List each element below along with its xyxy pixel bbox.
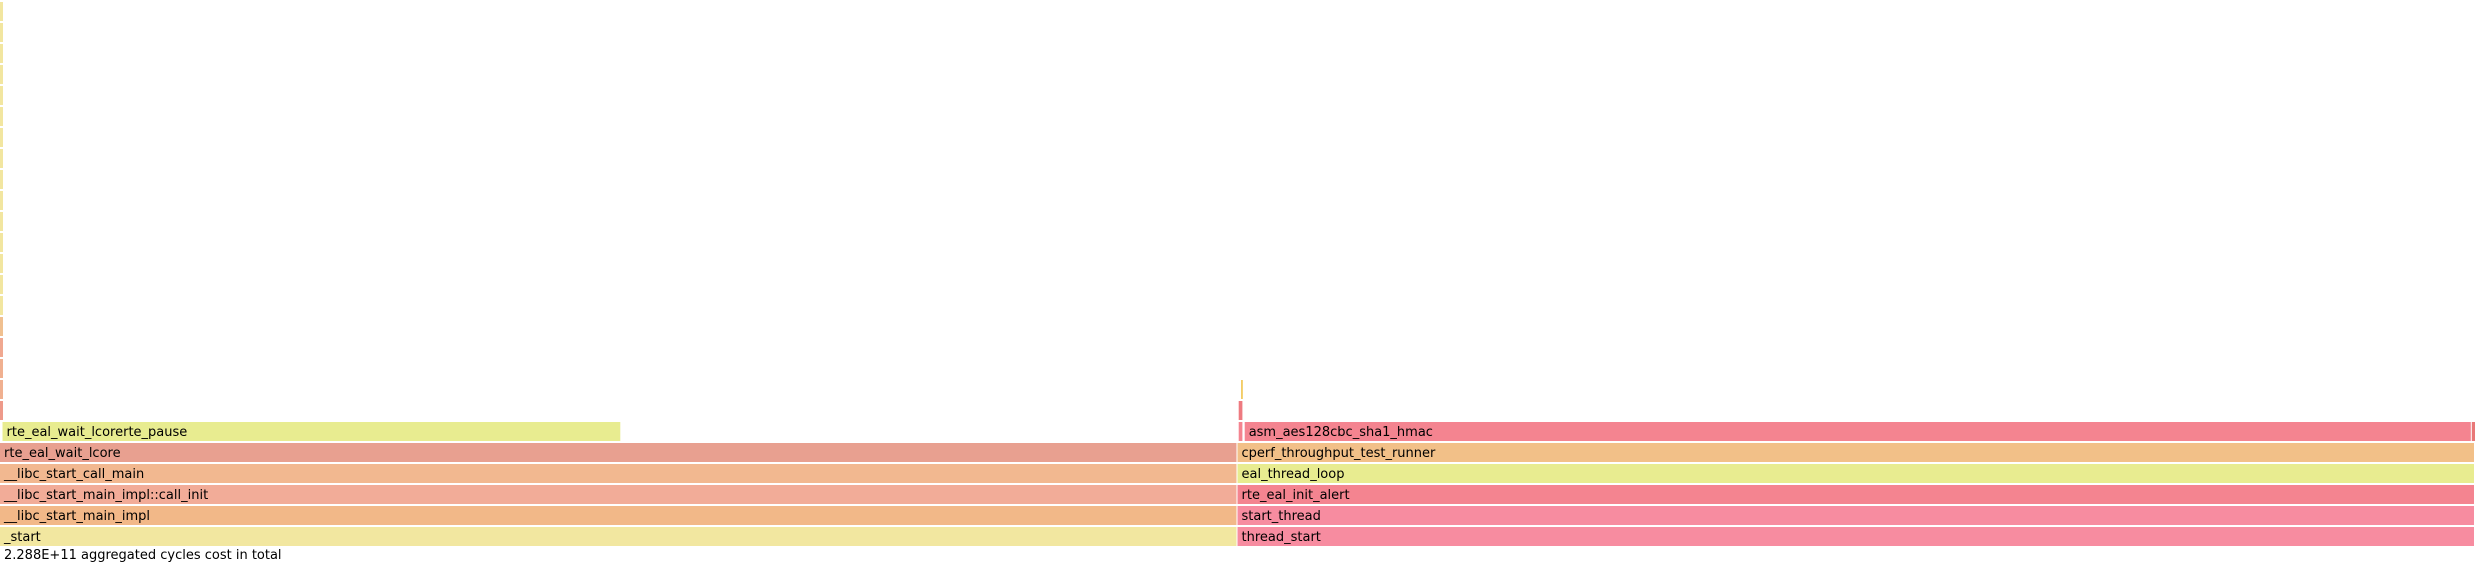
flame-frame-rect[interactable]	[0, 191, 3, 210]
flame-frame-rect[interactable]	[0, 65, 3, 84]
flame-frame-rect[interactable]	[0, 317, 3, 336]
flame-frame-rect[interactable]	[0, 275, 3, 294]
flame-frame[interactable]	[0, 296, 3, 315]
flame-frame-rect[interactable]	[0, 149, 3, 168]
flame-frame-rect[interactable]	[0, 128, 3, 147]
flame-frame-rect[interactable]	[0, 527, 1237, 546]
flame-frame-rect[interactable]	[0, 296, 3, 315]
flame-frame[interactable]	[0, 359, 3, 378]
flame-frame-rect[interactable]	[1237, 443, 2475, 462]
flame-frame[interactable]	[0, 107, 3, 126]
flame-frame-rect[interactable]	[2, 422, 621, 441]
flame-frame-label: cperf_throughput_test_runner	[1242, 446, 1437, 461]
flame-frame-rect[interactable]	[1238, 422, 1243, 441]
flame-frame-rect[interactable]	[1241, 380, 1243, 399]
flame-frame-rect[interactable]	[0, 254, 3, 273]
flame-frame-rect[interactable]	[0, 44, 3, 63]
flame-frame-rect[interactable]	[0, 86, 3, 105]
flame-frame-label: __libc_start_call_main	[3, 467, 144, 482]
flame-frame-label: rte_eal_wait_lcore	[4, 446, 121, 461]
flame-frame-rect[interactable]	[0, 380, 3, 399]
flame-frame[interactable]	[0, 149, 3, 168]
flame-frame[interactable]	[0, 233, 3, 252]
flame-frame[interactable]: rte_eal_wait_lcore	[0, 443, 1237, 462]
flame-frame-label: asm_aes128cbc_sha1_hmac	[1249, 425, 1433, 440]
flame-frame[interactable]	[0, 23, 3, 42]
flame-frame-rect[interactable]	[0, 506, 1237, 525]
flame-frame[interactable]	[1238, 401, 1243, 420]
flame-frame[interactable]: eal_thread_loop	[1237, 464, 2475, 483]
flame-frame[interactable]: start_thread	[1237, 506, 2475, 525]
flame-frame-label: eal_thread_loop	[1242, 467, 1345, 482]
flame-frame[interactable]	[2471, 422, 2475, 441]
flame-frame-rect[interactable]	[0, 338, 3, 357]
flame-frame-rect[interactable]	[0, 2, 3, 21]
flame-frame[interactable]: _start	[0, 527, 1237, 546]
flame-frame[interactable]	[0, 44, 3, 63]
flame-frame-rect[interactable]	[2471, 422, 2475, 441]
flame-frame[interactable]	[0, 401, 3, 420]
flame-frame[interactable]: rte_eal_init_alert	[1237, 485, 2475, 504]
flame-frame-rect[interactable]	[1238, 401, 1243, 420]
flame-frame[interactable]: asm_aes128cbc_sha1_hmac	[1244, 422, 2471, 441]
flame-frame-rect[interactable]	[1237, 506, 2475, 525]
flame-frame[interactable]	[0, 191, 3, 210]
total-cost-label: 2.288E+11 aggregated cycles cost in tota…	[4, 548, 282, 563]
flame-frame[interactable]	[0, 65, 3, 84]
flame-frame[interactable]	[0, 380, 3, 399]
flame-frame[interactable]	[0, 2, 3, 21]
flame-frame[interactable]: __libc_start_call_main	[0, 464, 1237, 483]
flame-frame[interactable]	[0, 338, 3, 357]
flame-frame[interactable]	[0, 275, 3, 294]
flame-frame-rect[interactable]	[0, 485, 1237, 504]
flame-frame[interactable]	[1241, 380, 1243, 399]
flame-frame-rect[interactable]	[0, 107, 3, 126]
flame-frame-rect[interactable]	[1237, 485, 2475, 504]
flame-frame[interactable]	[0, 317, 3, 336]
flame-frame[interactable]	[0, 128, 3, 147]
flame-frame-rect[interactable]	[0, 464, 1237, 483]
flame-frame[interactable]	[0, 170, 3, 189]
flame-frame-label: __libc_start_main_impl	[3, 509, 150, 524]
flame-frame[interactable]	[0, 86, 3, 105]
flame-frame[interactable]: rte_eal_wait_lcorerte_pause	[2, 422, 621, 441]
flame-frame[interactable]: __libc_start_main_impl	[0, 506, 1237, 525]
flame-frame-rect[interactable]	[1237, 527, 2475, 546]
flame-frame-rect[interactable]	[0, 401, 3, 420]
flame-frame-rect[interactable]	[0, 233, 3, 252]
flame-frame-label: rte_eal_init_alert	[1242, 488, 1350, 503]
flame-frame-rect[interactable]	[0, 170, 3, 189]
flame-frame-rect[interactable]	[0, 359, 3, 378]
flame-frame-label: __libc_start_main_impl::call_init	[3, 488, 208, 503]
flame-frame[interactable]: __libc_start_main_impl::call_init	[0, 485, 1237, 504]
flame-frame-rect[interactable]	[0, 23, 3, 42]
flame-frame-rect[interactable]	[0, 212, 3, 231]
flame-frame-rect[interactable]	[1237, 464, 2475, 483]
flame-frame-label: rte_eal_wait_lcorerte_pause	[7, 425, 188, 440]
flame-frame[interactable]	[0, 254, 3, 273]
flame-frame[interactable]	[1238, 422, 1243, 441]
flame-frame[interactable]: cperf_throughput_test_runner	[1237, 443, 2475, 462]
flame-frame[interactable]: thread_start	[1237, 527, 2475, 546]
flame-frame-label: start_thread	[1242, 509, 1321, 524]
flame-frame[interactable]	[0, 212, 3, 231]
flame-frame-label: thread_start	[1242, 530, 1321, 545]
flame-frame-label: _start	[3, 530, 41, 545]
flame-frame-rect[interactable]	[1244, 422, 2471, 441]
flame-frame-rect[interactable]	[0, 443, 1237, 462]
